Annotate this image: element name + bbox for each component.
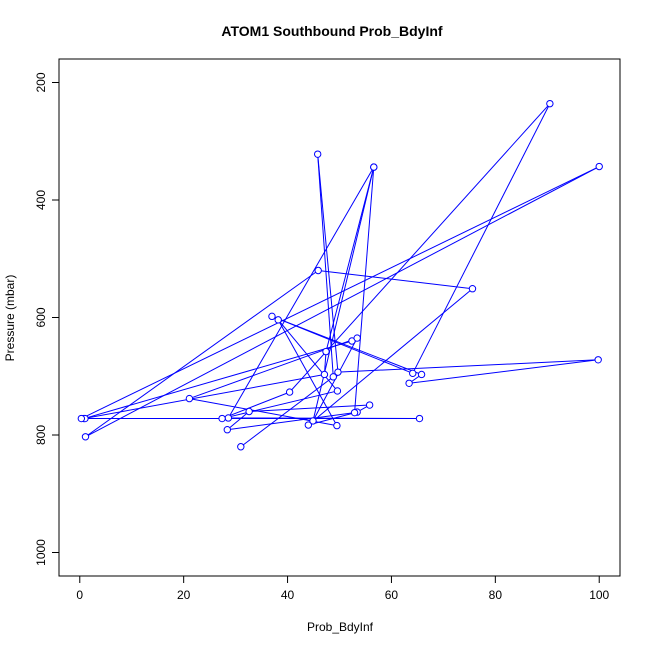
y-tick-label: 1000: [34, 539, 48, 566]
x-tick-label: 0: [76, 588, 83, 602]
series-segment: [354, 167, 375, 413]
data-point: [274, 316, 282, 324]
series-segment: [240, 376, 334, 448]
x-tick-label: 80: [489, 588, 503, 602]
y-axis: 200 400 600 800 1000: [34, 72, 60, 566]
series-segment: [308, 288, 473, 426]
y-tick-label: 200: [34, 72, 48, 92]
x-axis: 0 20 40 60 80 100: [76, 575, 610, 602]
y-tick-label: 800: [34, 425, 48, 445]
data-point: [237, 443, 245, 451]
series-segment: [226, 411, 250, 431]
data-point: [304, 421, 313, 429]
series-segment: [227, 412, 355, 431]
series-segment: [289, 103, 551, 393]
x-tick-label: 60: [385, 588, 399, 602]
series-segment: [409, 359, 599, 384]
data-point: [334, 368, 342, 376]
data-point: [333, 421, 341, 430]
series-segment: [325, 166, 375, 352]
data-point: [353, 334, 361, 342]
series-segment: [317, 154, 334, 377]
series-segment: [221, 391, 290, 420]
series-segment: [249, 404, 370, 412]
data-point: [546, 99, 554, 108]
series-segment: [271, 315, 422, 375]
data-point: [320, 370, 329, 379]
data-point: [268, 312, 276, 321]
data-point: [405, 379, 413, 387]
data-point: [185, 394, 194, 403]
data-point: [77, 414, 86, 423]
data-point: [468, 285, 477, 293]
data-point: [329, 373, 337, 381]
x-tick-label: 40: [281, 588, 295, 602]
data-point: [224, 414, 233, 422]
series-points: [77, 99, 603, 451]
data-point: [417, 370, 426, 379]
y-tick-label: 600: [34, 307, 48, 327]
data-point: [285, 388, 294, 396]
series-segment: [277, 319, 338, 392]
series-segment: [85, 166, 600, 438]
series-segment: [318, 270, 473, 290]
data-point: [333, 387, 342, 395]
series-segment: [337, 359, 599, 373]
series-segment: [81, 166, 600, 419]
series-lines: [81, 103, 600, 448]
x-tick-label: 100: [589, 588, 609, 602]
y-axis-label: Pressure (mbar): [3, 275, 17, 362]
data-point: [350, 408, 359, 417]
data-point: [415, 414, 424, 423]
data-point: [365, 401, 374, 409]
data-point: [309, 417, 317, 425]
chart-title: ATOM1 Southbound Prob_BdyInf: [221, 23, 442, 39]
plot-frame: [58, 58, 621, 577]
y-tick-label: 400: [34, 190, 48, 210]
data-point: [409, 369, 417, 378]
data-point: [314, 266, 322, 275]
data-point: [595, 162, 603, 171]
series-segment: [83, 373, 325, 420]
data-point: [370, 163, 378, 171]
data-point: [81, 433, 90, 441]
data-point: [245, 407, 253, 416]
series-segment: [227, 166, 375, 419]
series-segment: [221, 390, 338, 420]
data-point: [322, 347, 330, 356]
series-segment: [317, 154, 339, 373]
x-tick-label: 20: [177, 588, 191, 602]
series-segment: [412, 103, 551, 374]
series-segment: [85, 270, 319, 438]
series-segment: [312, 166, 375, 422]
data-point: [218, 414, 226, 423]
data-point: [313, 150, 322, 158]
data-point: [594, 356, 602, 364]
x-axis-label: Prob_BdyInf: [307, 620, 374, 634]
data-point: [223, 426, 232, 434]
